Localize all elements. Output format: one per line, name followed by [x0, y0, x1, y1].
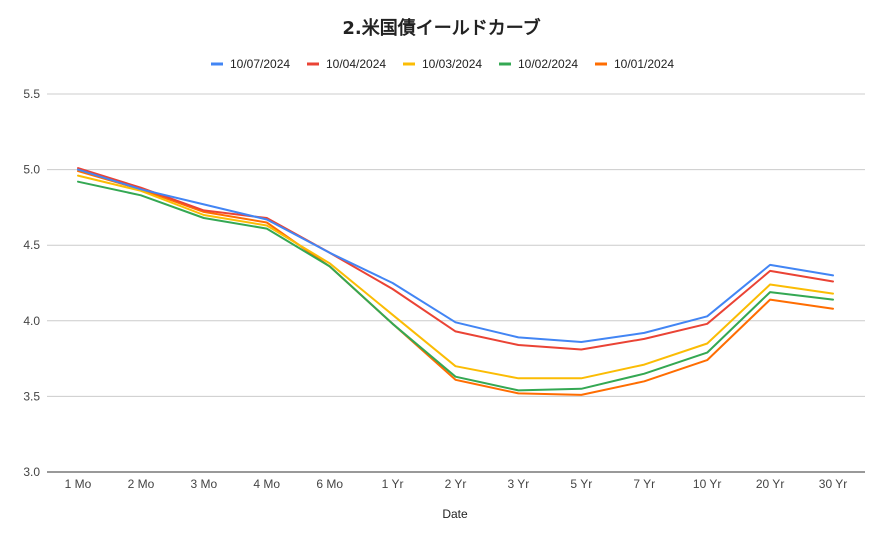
series-line-10-01-2024 — [77, 170, 834, 396]
y-tick-label: 3.0 — [23, 465, 40, 479]
x-tick-label: 3 Yr — [508, 477, 530, 491]
y-axis-ticks: 3.0 3.5 4.0 4.5 5.0 5.5 — [23, 87, 40, 479]
x-tick-label: 3 Mo — [190, 477, 217, 491]
legend-label: 10/07/2024 — [230, 57, 290, 71]
legend-label: 10/01/2024 — [614, 57, 674, 71]
x-tick-label: 1 Yr — [382, 477, 404, 491]
series-line-10-02-2024 — [77, 180, 834, 392]
series-line-10-07-2024 — [77, 168, 834, 343]
legend: 10/07/2024 10/04/2024 10/03/2024 10/02/2024… — [211, 57, 674, 71]
y-tick-label: 3.5 — [23, 389, 40, 403]
series-lines — [77, 167, 834, 396]
y-tick-label: 4.5 — [23, 238, 40, 252]
y-tick-label: 5.5 — [23, 87, 40, 101]
x-tick-label: 20 Yr — [756, 477, 784, 491]
legend-label: 10/04/2024 — [326, 57, 386, 71]
series-line-10-03-2024 — [77, 174, 834, 380]
x-axis-ticks: 1 Mo 2 Mo 3 Mo 4 Mo 6 Mo 1 Yr 2 Yr 3 Yr 5 Yr 7 Yr… — [65, 477, 848, 491]
legend-label: 10/02/2024 — [518, 57, 578, 71]
x-tick-label: 4 Mo — [253, 477, 280, 491]
chart-title: 2.米国債イールドカーブ — [342, 18, 541, 39]
x-axis-title: Date — [442, 507, 468, 521]
x-tick-label: 1 Mo — [65, 477, 92, 491]
x-tick-label: 5 Yr — [570, 477, 592, 491]
gridlines — [47, 93, 865, 473]
series-line-10-04-2024 — [77, 167, 834, 351]
x-tick-label: 7 Yr — [633, 477, 655, 491]
legend-label: 10/03/2024 — [422, 57, 482, 71]
x-tick-label: 10 Yr — [693, 477, 721, 491]
x-tick-label: 6 Mo — [316, 477, 343, 491]
x-tick-label: 2 Yr — [445, 477, 467, 491]
x-tick-label: 30 Yr — [819, 477, 847, 491]
x-tick-label: 2 Mo — [128, 477, 155, 491]
y-tick-label: 4.0 — [23, 314, 40, 328]
y-tick-label: 5.0 — [23, 163, 40, 177]
